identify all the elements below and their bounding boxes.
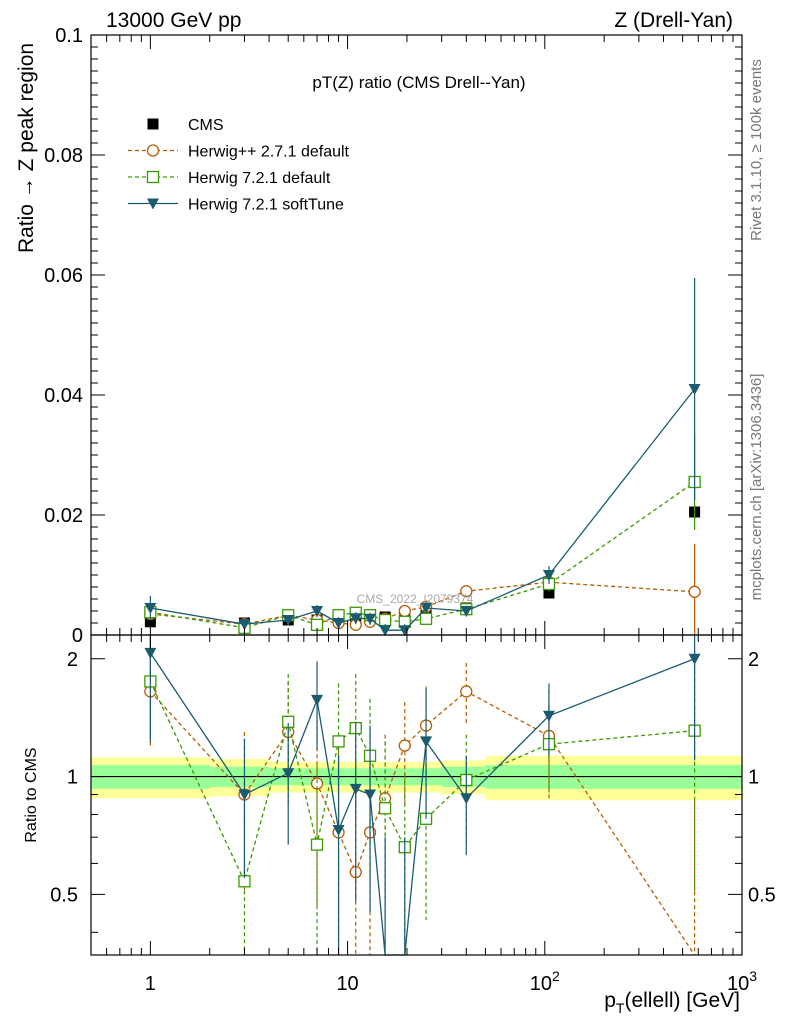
ratio-point (688, 653, 701, 665)
ratio-point (398, 739, 411, 752)
legend-entry: Herwig 7.2.1 softTune (128, 197, 344, 214)
y-tick-label: 0 (72, 625, 83, 647)
data-point (398, 625, 411, 637)
ratio-y-tick-label: 1 (67, 767, 78, 789)
ratio-point (282, 768, 295, 780)
data-point (364, 613, 377, 625)
data-point (349, 613, 362, 625)
legend-marker (146, 170, 160, 184)
legend-entry: CMS (147, 117, 224, 134)
series-3 (144, 278, 701, 637)
data-point (398, 604, 411, 618)
data-point (282, 615, 295, 626)
x-tick-label: 102 (530, 968, 560, 995)
header-right: Z (Drell-Yan) (614, 9, 733, 32)
legend-marker (147, 118, 159, 130)
ratio-point (332, 735, 345, 748)
data-point (542, 570, 555, 581)
y-tick-label: 0.08 (44, 145, 83, 167)
y-tick-label: 0.06 (44, 265, 83, 287)
ratio-point (311, 694, 324, 706)
ratio-point (364, 789, 377, 801)
legend-label: CMS (188, 117, 224, 134)
legend-marker (147, 198, 159, 210)
ratio-point (238, 789, 251, 801)
data-point (419, 612, 433, 625)
rivet-label: Rivet 3.1.10, ≥ 100k events (748, 59, 765, 241)
x-axis-label: pT(ellell) [GeV] (604, 989, 740, 1016)
data-point (238, 619, 251, 631)
x-tick-label: 10 (336, 973, 358, 995)
ratio-frame (90, 634, 743, 956)
ratio-point (460, 685, 473, 698)
main-y-axis-label: Ratio → Z peak region (15, 43, 38, 253)
chart-title: pT(Z) ratio (CMS Drell--Yan) (312, 73, 525, 92)
ratio-y-tick-label-right: 0.5 (748, 884, 776, 906)
data-point (460, 585, 473, 598)
legend-label: Herwig 7.2.1 softTune (188, 197, 344, 214)
ratio-point (144, 647, 157, 659)
legend: CMS Herwig++ 2.7.1 default Herwig 7.2.1 de… (128, 117, 350, 214)
data-point (688, 585, 701, 598)
x-tick-label: 1 (145, 973, 156, 995)
data-point (379, 625, 392, 637)
header-left: 13000 GeV pp (106, 9, 241, 32)
data-point (543, 587, 555, 599)
data-point (311, 606, 324, 617)
y-tick-label: 0.02 (44, 505, 83, 527)
data-point (378, 613, 392, 627)
ratio-point (420, 736, 433, 748)
mcplots-label: mcplots.cern.ch [arXiv:1306.3436] (748, 374, 765, 601)
legend-marker (146, 144, 160, 157)
ratio-y-axis-label: Ratio to CMS (23, 747, 40, 842)
y-tick-label: 0.1 (55, 25, 83, 47)
ratio-series-3 (144, 635, 701, 956)
ratio-point (460, 793, 473, 805)
legend-entry: Herwig 7.2.1 default (128, 170, 331, 187)
data-point (420, 603, 433, 614)
ratio-point (378, 802, 392, 815)
ratio-y-tick-label-right: 2 (748, 649, 759, 671)
ratio-uncertainty-band (91, 755, 742, 801)
y-tick-label: 0.04 (44, 385, 83, 407)
ratio-y-tick-label-right: 1 (748, 767, 759, 789)
ratio-point (310, 838, 324, 851)
ratio-y-tick-label: 2 (67, 649, 78, 671)
legend-label: Herwig 7.2.1 default (188, 170, 331, 187)
ratio-line (149, 652, 695, 956)
ratio-y-tick-label: 0.5 (50, 884, 78, 906)
legend-label: Herwig++ 2.7.1 default (188, 144, 350, 161)
data-point (460, 606, 473, 617)
ratio-point (542, 710, 555, 722)
ratio-point (349, 783, 362, 795)
ratio-point (332, 825, 345, 837)
legend-entry: Herwig++ 2.7.1 default (128, 144, 350, 161)
watermark: CMS_2022_I2079374 (357, 592, 474, 606)
data-point (688, 384, 701, 395)
data-point (144, 603, 157, 614)
x-tick-label: 103 (727, 968, 757, 995)
data-point (332, 618, 345, 629)
